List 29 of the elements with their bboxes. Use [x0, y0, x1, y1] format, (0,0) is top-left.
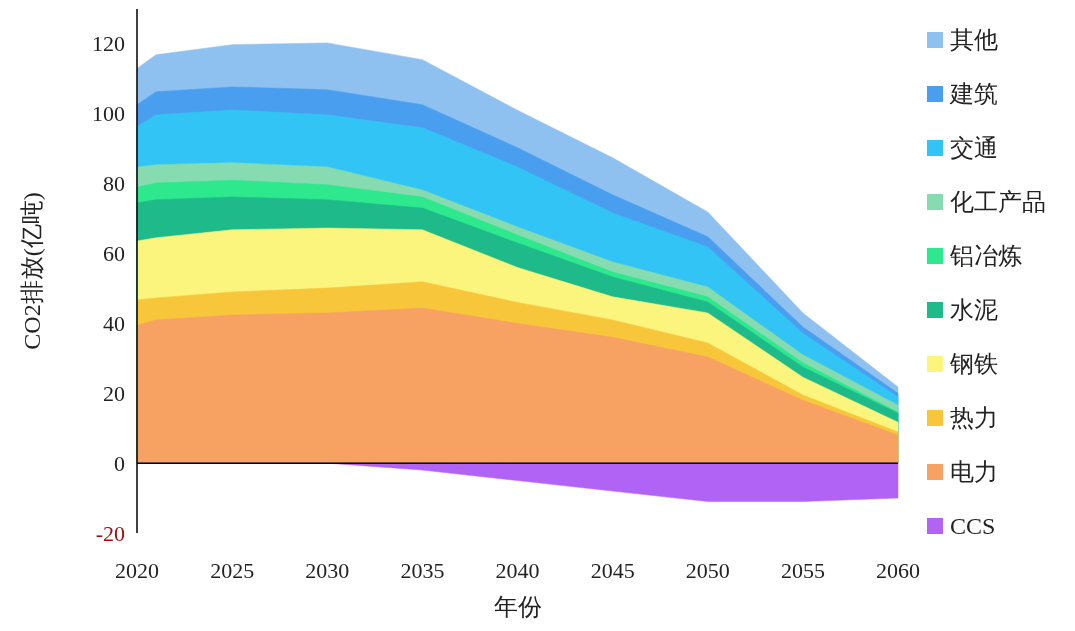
x-tick-label: 2050 [685, 558, 730, 583]
legend-label: 其他 [950, 27, 998, 53]
legend-label: 电力 [950, 459, 998, 485]
x-tick-label: 2020 [115, 558, 159, 583]
y-tick-label: 20 [103, 380, 125, 406]
y-tick-label: 100 [92, 101, 125, 127]
legend-label: 水泥 [950, 297, 998, 323]
y-tick-label: 120 [92, 31, 125, 57]
y-tick-label: 80 [103, 171, 125, 197]
x-tick-label: 2060 [876, 558, 920, 583]
y-tick-label: 0 [114, 450, 125, 476]
x-axis-title: 年份 [493, 594, 542, 620]
legend-label: CCS [950, 513, 996, 539]
x-tick-label: 2025 [210, 558, 255, 583]
x-tick-label: 2045 [590, 558, 635, 583]
y-tick-label: 40 [103, 310, 125, 336]
x-tick-label: 2040 [495, 558, 540, 583]
legend-label: 钢铁 [949, 351, 998, 377]
legend-label: 交通 [950, 135, 998, 161]
x-tick-label: 2030 [305, 558, 350, 583]
legend-label: 铝冶炼 [949, 243, 1022, 269]
x-tick-label: 2035 [400, 558, 445, 583]
legend-label: 建筑 [949, 81, 998, 107]
y-tick-label: 60 [103, 241, 125, 267]
legend-label: 热力 [950, 405, 998, 431]
y-tick-label: -20 [95, 520, 125, 546]
x-tick-label: 2055 [780, 558, 825, 583]
legend-label: 化工产品 [950, 189, 1046, 215]
y-axis-title: CO2排放(亿吨) [19, 192, 45, 350]
